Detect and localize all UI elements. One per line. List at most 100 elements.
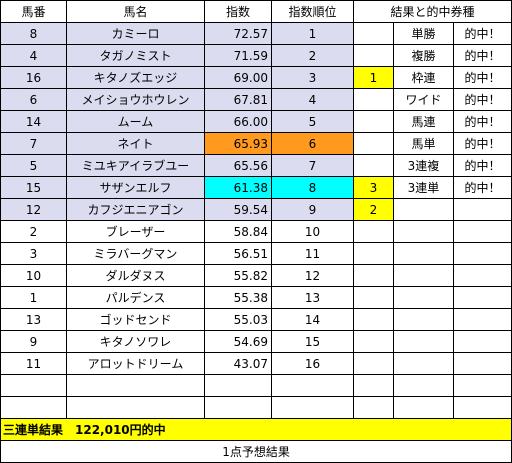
bet-type: 複勝 bbox=[393, 44, 454, 67]
result-position bbox=[353, 308, 394, 331]
horse-number: 13 bbox=[0, 308, 67, 331]
index-value: 67.81 bbox=[204, 88, 272, 111]
index-value: 71.59 bbox=[204, 44, 272, 67]
horse-number: 10 bbox=[0, 264, 67, 287]
index-value: 55.82 bbox=[204, 264, 272, 287]
bet-type bbox=[393, 286, 454, 309]
index-rank: 2 bbox=[271, 44, 354, 67]
index-rank: 6 bbox=[271, 132, 354, 155]
result-position bbox=[353, 352, 394, 375]
result-position: 2 bbox=[353, 198, 394, 221]
horse-name: ミラバーグマン bbox=[66, 242, 205, 265]
table-row: 12 カフジエニアゴン 59.54 9 2 bbox=[0, 198, 512, 221]
result-position bbox=[353, 330, 394, 353]
bet-type bbox=[393, 264, 454, 287]
bet-type: 単勝 bbox=[393, 22, 454, 45]
index-value: 55.38 bbox=[204, 286, 272, 309]
hit-badge bbox=[452, 242, 512, 265]
index-rank: 9 bbox=[271, 198, 354, 221]
bet-type bbox=[393, 352, 454, 375]
caption: 1点予想結果 bbox=[0, 440, 512, 463]
horse-number: 12 bbox=[0, 198, 67, 221]
result-position bbox=[353, 22, 394, 45]
table-row: 8 カミーロ 72.57 1 単勝 的中！ bbox=[0, 22, 512, 45]
index-rank: 11 bbox=[271, 242, 354, 265]
bet-type: ワイド bbox=[393, 88, 454, 111]
index-rank: 1 bbox=[271, 22, 354, 45]
horse-name: アロットドリーム bbox=[66, 352, 205, 375]
table-row: 4 タガノミスト 71.59 2 複勝 的中！ bbox=[0, 44, 512, 67]
result-position bbox=[353, 110, 394, 133]
table-row: 13 ゴッドセンド 55.03 14 bbox=[0, 308, 512, 331]
header-horse-name: 馬名 bbox=[66, 0, 205, 23]
table-row: 16 キタノズエッジ 69.00 3 1 枠連 的中！ bbox=[0, 66, 512, 89]
index-rank: 14 bbox=[271, 308, 354, 331]
result-position bbox=[353, 154, 394, 177]
bet-type: 馬連 bbox=[393, 110, 454, 133]
result-position bbox=[353, 242, 394, 265]
index-rank: 7 bbox=[271, 154, 354, 177]
hit-badge: 的中！ bbox=[452, 154, 512, 177]
index-value: 43.07 bbox=[204, 352, 272, 375]
result-position: 3 bbox=[353, 176, 394, 199]
hit-badge bbox=[452, 264, 512, 287]
header-row: 馬番 馬名 指数 指数順位 結果と的中券種 bbox=[0, 0, 512, 23]
table-row: 10 ダルダヌス 55.82 12 bbox=[0, 264, 512, 287]
bet-type bbox=[393, 198, 454, 221]
hit-badge bbox=[452, 308, 512, 331]
hit-badge: 的中！ bbox=[452, 176, 512, 199]
index-value: 55.03 bbox=[204, 308, 272, 331]
index-value: 69.00 bbox=[204, 66, 272, 89]
index-rank: 13 bbox=[271, 286, 354, 309]
bet-type bbox=[393, 220, 454, 243]
horse-number: 1 bbox=[0, 286, 67, 309]
result-position bbox=[353, 88, 394, 111]
index-rank: 15 bbox=[271, 330, 354, 353]
horse-name: キタノソワレ bbox=[66, 330, 205, 353]
horse-number: 8 bbox=[0, 22, 67, 45]
horse-number: 5 bbox=[0, 154, 67, 177]
hit-badge: 的中！ bbox=[452, 66, 512, 89]
hit-badge bbox=[452, 286, 512, 309]
index-value: 56.51 bbox=[204, 242, 272, 265]
index-value: 66.00 bbox=[204, 110, 272, 133]
index-value: 58.84 bbox=[204, 220, 272, 243]
index-rank: 4 bbox=[271, 88, 354, 111]
bet-type: 3連単 bbox=[393, 176, 454, 199]
hit-badge bbox=[452, 352, 512, 375]
index-value: 65.56 bbox=[204, 154, 272, 177]
index-rank: 12 bbox=[271, 264, 354, 287]
header-horse-number: 馬番 bbox=[0, 0, 67, 23]
horse-name: ネイト bbox=[66, 132, 205, 155]
spacer-row bbox=[0, 396, 512, 419]
header-result-bet: 結果と的中券種 bbox=[352, 0, 512, 23]
bet-type bbox=[393, 308, 454, 331]
bet-type bbox=[393, 242, 454, 265]
horse-number: 9 bbox=[0, 330, 67, 353]
hit-badge: 的中！ bbox=[452, 132, 512, 155]
footer-caption-row: 1点予想結果 bbox=[0, 440, 512, 463]
index-value: 54.69 bbox=[204, 330, 272, 353]
horse-name: カフジエニアゴン bbox=[66, 198, 205, 221]
hit-badge bbox=[452, 330, 512, 353]
table-row: 7 ネイト 65.93 6 馬単 的中！ bbox=[0, 132, 512, 155]
horse-name: ゴッドセンド bbox=[66, 308, 205, 331]
horse-number: 14 bbox=[0, 110, 67, 133]
table-row: 6 メイショウホウレン 67.81 4 ワイド 的中！ bbox=[0, 88, 512, 111]
horse-name: サザンエルフ bbox=[66, 176, 205, 199]
horse-number: 16 bbox=[0, 66, 67, 89]
index-rank: 10 bbox=[271, 220, 354, 243]
index-rank: 8 bbox=[271, 176, 354, 199]
footer-result-row: 三連単結果 122,010円的中 bbox=[0, 418, 512, 441]
index-value: 72.57 bbox=[204, 22, 272, 45]
horse-name: キタノズエッジ bbox=[66, 66, 205, 89]
horse-name: パルデンス bbox=[66, 286, 205, 309]
result-position bbox=[353, 286, 394, 309]
bet-type bbox=[393, 330, 454, 353]
table-row: 15 サザンエルフ 61.38 8 3 3連単 的中！ bbox=[0, 176, 512, 199]
bet-type: 馬単 bbox=[393, 132, 454, 155]
hit-badge: 的中！ bbox=[452, 88, 512, 111]
table-row: 14 ムーム 66.00 5 馬連 的中！ bbox=[0, 110, 512, 133]
horse-name: カミーロ bbox=[66, 22, 205, 45]
